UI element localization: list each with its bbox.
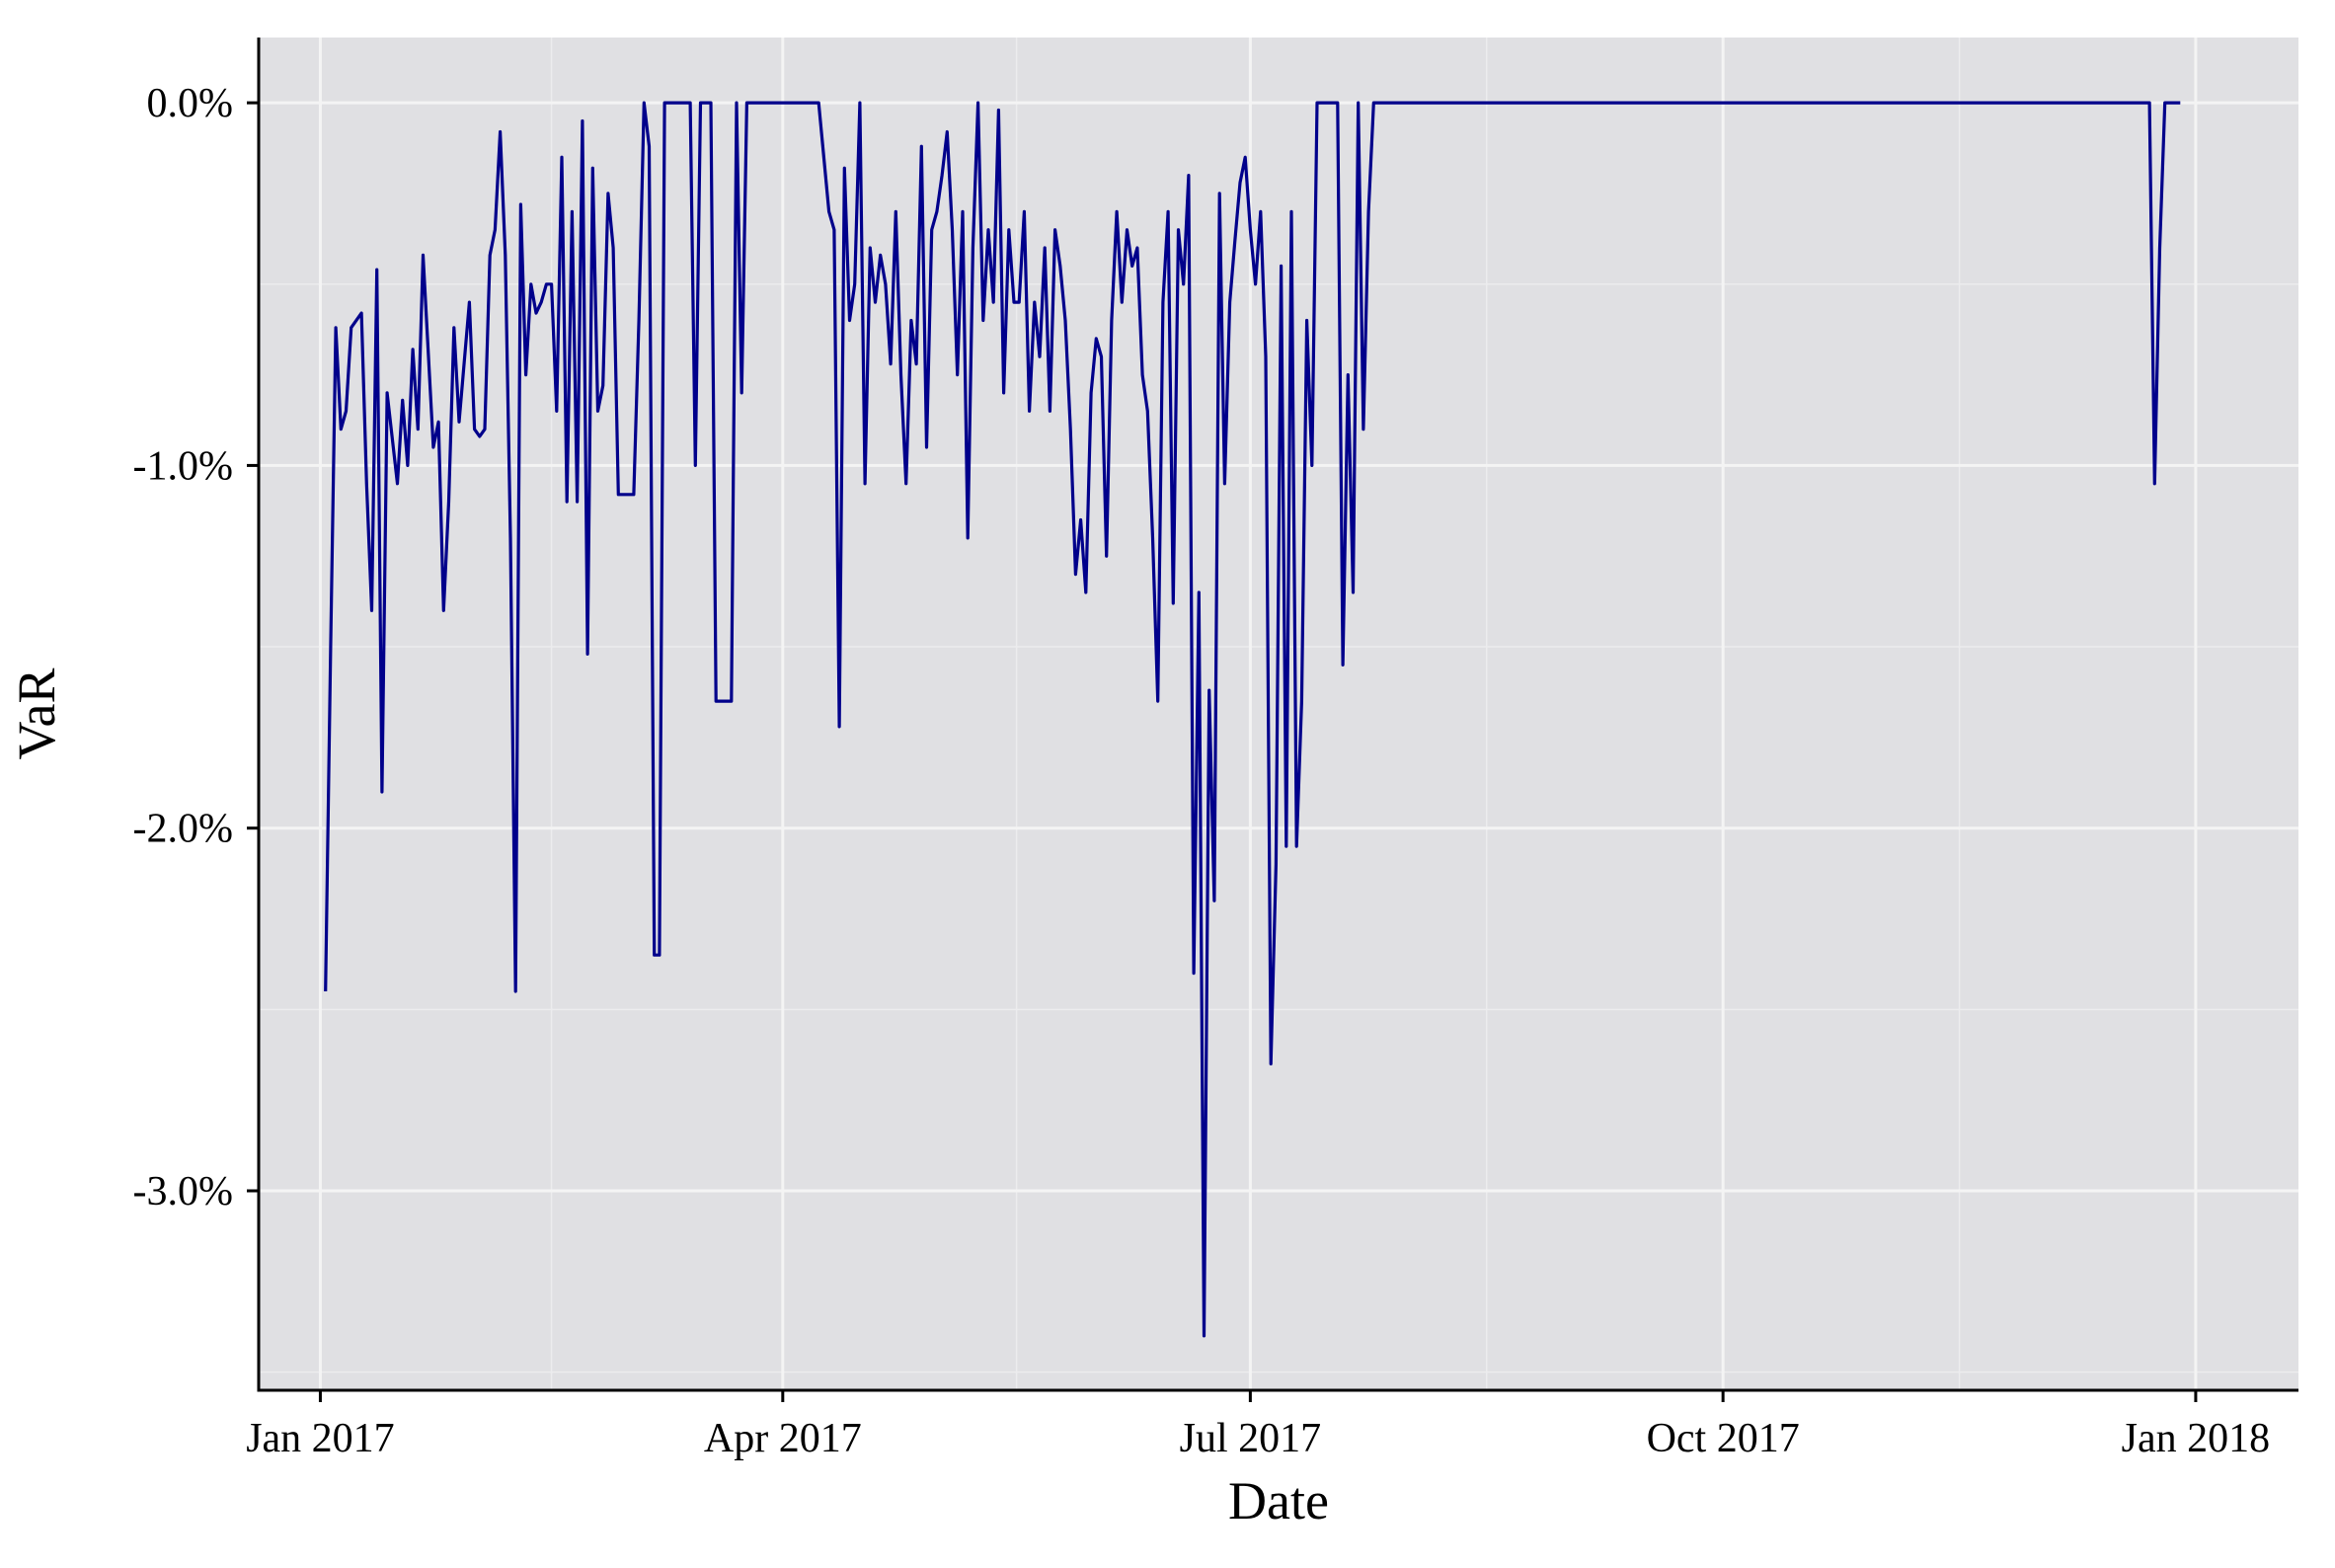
series-group xyxy=(324,101,2181,1338)
y-axis-title: VaR xyxy=(7,668,66,760)
x-tick-label: Jan 2017 xyxy=(246,1416,395,1461)
series-line-0 xyxy=(324,101,2181,1338)
y-tick-label: -1.0% xyxy=(133,443,233,489)
y-axis-ticks: 0.0% -1.0% -2.0% -3.0% xyxy=(133,81,259,1215)
y-tick-label: -3.0% xyxy=(133,1169,233,1215)
x-axis-title: Date xyxy=(1228,1471,1329,1530)
minor-gridlines xyxy=(259,38,2298,1390)
x-tick-label: Jan 2018 xyxy=(2122,1416,2271,1461)
x-tick-label: Oct 2017 xyxy=(1647,1416,1800,1461)
axis-lines xyxy=(257,38,2298,1392)
major-gridlines xyxy=(259,38,2298,1390)
y-tick-label: 0.0% xyxy=(147,81,234,126)
y-tick-label: -2.0% xyxy=(133,807,233,852)
x-tick-label: Apr 2017 xyxy=(704,1416,862,1461)
x-axis-ticks: Jan 2017 Apr 2017 Jul 2017 Oct 2017 Jan 2018 xyxy=(246,1390,2270,1461)
x-tick-label: Jul 2017 xyxy=(1180,1416,1322,1461)
